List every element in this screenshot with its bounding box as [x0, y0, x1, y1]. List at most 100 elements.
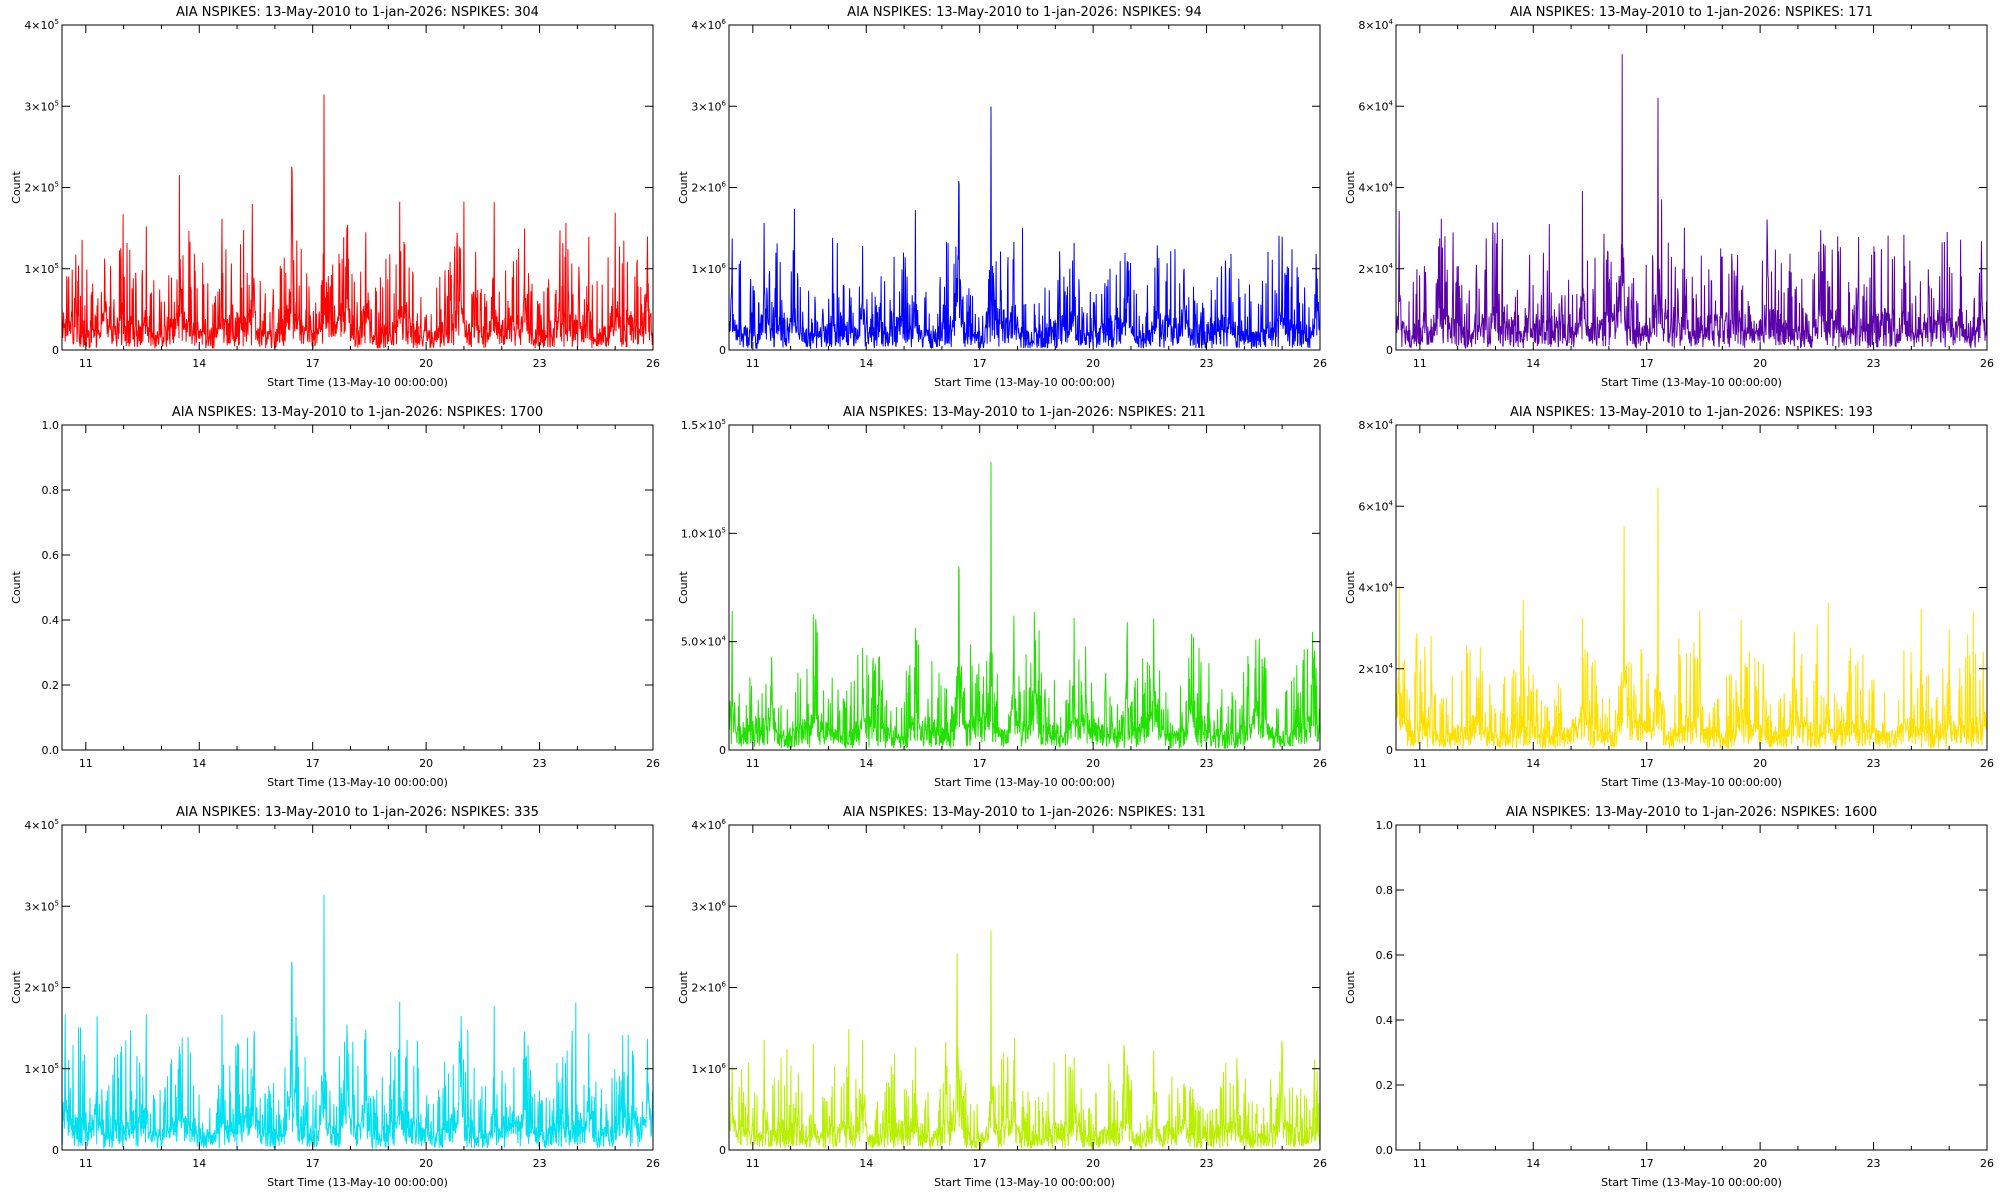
x-tick: 11: [1413, 425, 1427, 770]
y-tick-label: 0.6: [1376, 949, 1394, 962]
x-tick-label: 23: [1200, 357, 1214, 370]
series-line: [728, 106, 1321, 350]
y-tick: 0.0: [42, 744, 653, 757]
plot-frame: [1395, 824, 1988, 1151]
x-tick: 20: [1086, 825, 1100, 1170]
y-tick-label: 1×106: [691, 262, 726, 276]
x-tick-label: 20: [1086, 757, 1100, 770]
y-tick-label: 0.2: [1376, 1079, 1394, 1092]
x-tick-label: 23: [533, 757, 547, 770]
x-axis-label: Start Time (13-May-10 00:00:00): [267, 376, 448, 389]
x-tick: 23: [1200, 825, 1214, 1170]
y-tick-label: 1.0: [1376, 819, 1394, 832]
y-tick-label: 4×105: [24, 18, 59, 32]
chart-svg: AIA NSPIKES: 13-May-2010 to 1-jan-2026: …: [1344, 405, 1994, 789]
x-tick: 20: [1086, 25, 1100, 370]
x-tick: 14: [192, 25, 206, 370]
x-tick: 17: [306, 425, 320, 770]
y-axis-label: Count: [10, 570, 23, 603]
x-tick: 14: [192, 825, 206, 1170]
y-tick-label: 6×104: [1358, 499, 1393, 513]
x-tick: 26: [646, 25, 660, 370]
y-tick: 4×106: [691, 18, 1320, 32]
y-tick-label: 0.6: [42, 549, 60, 562]
y-tick: 2×105: [24, 181, 653, 195]
x-tick-label: 23: [1867, 757, 1881, 770]
series-line: [1395, 487, 1988, 749]
y-tick: 8×104: [1358, 18, 1987, 32]
chart-title: AIA NSPIKES: 13-May-2010 to 1-jan-2026: …: [847, 5, 1202, 20]
series-line: [61, 94, 654, 349]
x-tick: 26: [1313, 825, 1327, 1170]
x-tick-label: 20: [419, 357, 433, 370]
x-tick: 23: [1200, 425, 1214, 770]
series-line: [728, 930, 1321, 1150]
x-tick-label: 23: [1200, 1157, 1214, 1170]
chart-title: AIA NSPIKES: 13-May-2010 to 1-jan-2026: …: [1510, 5, 1873, 20]
chart-title: AIA NSPIKES: 13-May-2010 to 1-jan-2026: …: [1506, 805, 1877, 820]
y-tick-label: 0: [719, 744, 726, 757]
x-tick: 20: [419, 25, 433, 370]
x-tick-label: 20: [419, 1157, 433, 1170]
x-tick: 23: [1867, 425, 1881, 770]
x-tick-label: 20: [1753, 357, 1767, 370]
y-tick-label: 0.8: [1376, 884, 1394, 897]
y-tick: 0.6: [42, 549, 653, 562]
y-tick: 0: [719, 344, 1320, 357]
y-tick: 0.8: [42, 484, 653, 497]
chart-panel: AIA NSPIKES: 13-May-2010 to 1-jan-2026: …: [0, 800, 666, 1200]
x-tick: 17: [306, 825, 320, 1170]
x-tick-label: 26: [1980, 357, 1994, 370]
chart-panel: AIA NSPIKES: 13-May-2010 to 1-jan-2026: …: [1334, 800, 2000, 1200]
x-axis-label: Start Time (13-May-10 00:00:00): [934, 1176, 1115, 1189]
plot-frame: [61, 424, 654, 751]
y-tick-label: 1×105: [24, 1062, 59, 1076]
y-tick-label: 0.4: [42, 614, 60, 627]
y-tick: 0: [719, 1144, 1320, 1157]
y-tick-label: 1×105: [24, 262, 59, 276]
x-tick-label: 20: [1753, 757, 1767, 770]
x-tick: 26: [646, 425, 660, 770]
y-tick-label: 0.8: [42, 484, 60, 497]
y-tick: 4×105: [24, 18, 653, 32]
y-tick: 0: [1386, 744, 1987, 757]
x-tick: 23: [1867, 25, 1881, 370]
x-tick-label: 11: [1413, 357, 1427, 370]
y-tick-label: 1.0×105: [681, 526, 726, 540]
x-tick: 11: [1413, 25, 1427, 370]
x-tick-label: 14: [1526, 757, 1540, 770]
x-tick-label: 26: [646, 1157, 660, 1170]
x-tick-label: 14: [192, 1157, 206, 1170]
x-tick-label: 17: [973, 757, 987, 770]
y-tick-label: 8×104: [1358, 418, 1393, 432]
y-tick: 3×106: [691, 899, 1320, 913]
x-tick: 20: [1753, 25, 1767, 370]
x-axis-label: Start Time (13-May-10 00:00:00): [1601, 1176, 1782, 1189]
y-tick: 0.6: [1376, 949, 1987, 962]
chart-svg: AIA NSPIKES: 13-May-2010 to 1-jan-2026: …: [1344, 805, 1994, 1189]
y-tick: 0: [719, 744, 1320, 757]
y-tick-label: 4×104: [1358, 181, 1393, 195]
y-tick-label: 2×106: [691, 981, 726, 995]
x-tick: 17: [973, 25, 987, 370]
x-tick-label: 20: [1086, 357, 1100, 370]
y-tick-label: 3×105: [24, 99, 59, 113]
y-tick: 0: [52, 344, 653, 357]
chart-title: AIA NSPIKES: 13-May-2010 to 1-jan-2026: …: [843, 805, 1206, 820]
y-tick-label: 5.0×104: [681, 635, 727, 649]
chart-panel: AIA NSPIKES: 13-May-2010 to 1-jan-2026: …: [0, 0, 666, 400]
chart-svg: AIA NSPIKES: 13-May-2010 to 1-jan-2026: …: [677, 805, 1327, 1189]
y-axis-label: Count: [677, 170, 690, 203]
y-tick: 2×106: [691, 181, 1320, 195]
x-tick: 26: [646, 825, 660, 1170]
y-tick-label: 6×104: [1358, 99, 1393, 113]
chart-panel: AIA NSPIKES: 13-May-2010 to 1-jan-2026: …: [0, 400, 666, 800]
x-tick-label: 17: [306, 357, 320, 370]
y-tick: 1×106: [691, 1062, 1320, 1076]
y-tick-label: 0: [52, 344, 59, 357]
x-tick: 20: [1753, 825, 1767, 1170]
x-tick-label: 14: [859, 757, 873, 770]
x-tick-label: 20: [1086, 1157, 1100, 1170]
x-tick-label: 17: [973, 1157, 987, 1170]
y-tick: 2×105: [24, 981, 653, 995]
